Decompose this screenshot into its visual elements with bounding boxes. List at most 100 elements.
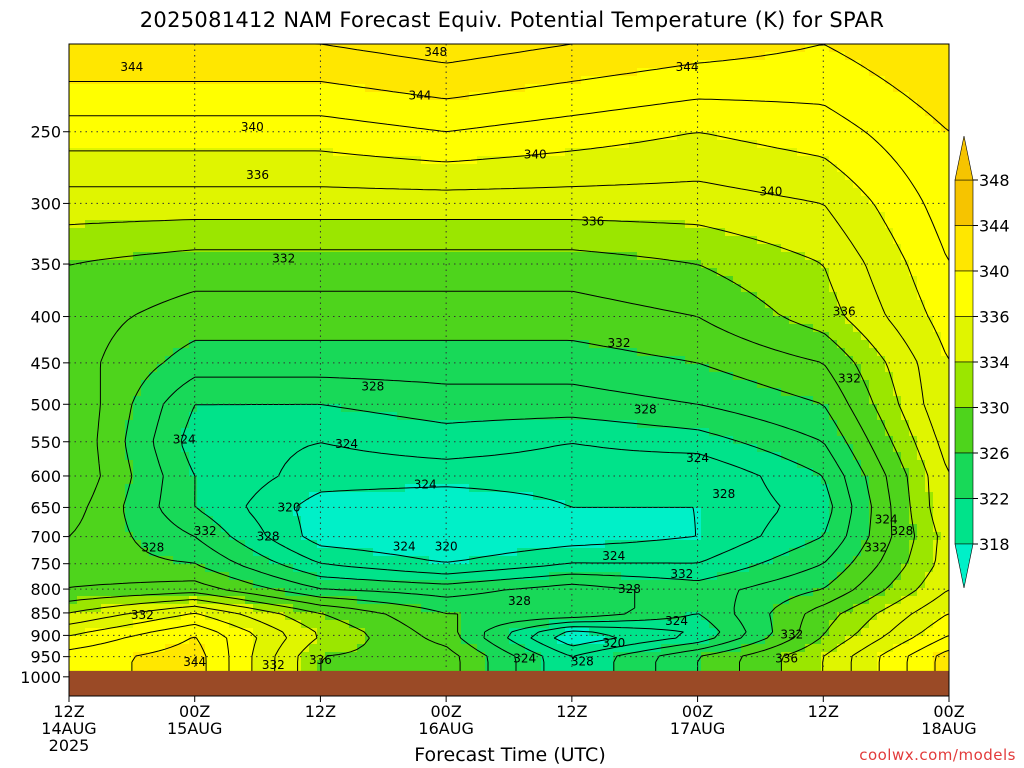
field-cell — [549, 84, 558, 93]
field-cell — [869, 188, 878, 197]
field-cell — [469, 100, 478, 109]
field-cell — [429, 356, 438, 365]
field-cell — [933, 348, 942, 357]
field-cell — [893, 116, 902, 125]
field-cell — [173, 68, 182, 77]
field-cell — [341, 76, 350, 85]
field-cell — [653, 228, 662, 237]
field-cell — [773, 300, 782, 309]
field-cell — [901, 292, 910, 301]
field-cell — [869, 268, 878, 277]
field-cell — [837, 268, 846, 277]
field-cell — [341, 84, 350, 93]
field-cell — [549, 252, 558, 261]
field-cell — [741, 68, 750, 77]
field-cell — [213, 244, 222, 253]
field-cell — [269, 388, 278, 397]
field-cell — [645, 220, 654, 229]
field-cell — [205, 228, 214, 237]
field-cell — [589, 68, 598, 77]
field-cell — [261, 116, 270, 125]
field-cell — [453, 292, 462, 301]
field-cell — [853, 308, 862, 317]
field-cell — [709, 300, 718, 309]
field-cell — [701, 388, 710, 397]
field-cell — [573, 68, 582, 77]
field-cell — [661, 356, 670, 365]
field-cell — [157, 244, 166, 253]
field-cell — [141, 236, 150, 245]
field-cell — [741, 356, 750, 365]
field-cell — [389, 148, 398, 157]
field-cell — [541, 300, 550, 309]
field-cell — [861, 164, 870, 173]
field-cell — [189, 364, 198, 373]
field-cell — [429, 100, 438, 109]
field-cell — [189, 228, 198, 237]
field-cell — [413, 356, 422, 365]
field-cell — [501, 276, 510, 285]
field-cell — [605, 148, 614, 157]
field-cell — [789, 100, 798, 109]
field-cell — [661, 124, 670, 133]
field-cell — [485, 196, 494, 205]
field-cell — [845, 220, 854, 229]
field-cell — [685, 68, 694, 77]
field-cell — [117, 404, 126, 413]
field-cell — [549, 52, 558, 61]
field-cell — [717, 372, 726, 381]
field-cell — [117, 236, 126, 245]
field-cell — [117, 380, 126, 389]
field-cell — [765, 220, 774, 229]
field-cell — [437, 220, 446, 229]
field-cell — [469, 292, 478, 301]
field-cell — [429, 212, 438, 221]
field-cell — [573, 132, 582, 141]
field-cell — [397, 164, 406, 173]
field-cell — [557, 284, 566, 293]
field-cell — [349, 284, 358, 293]
field-cell — [477, 204, 486, 213]
field-cell — [173, 372, 182, 381]
field-cell — [477, 308, 486, 317]
field-cell — [717, 300, 726, 309]
field-cell — [357, 380, 366, 389]
field-cell — [805, 188, 814, 197]
field-cell — [525, 300, 534, 309]
field-cell — [869, 348, 878, 357]
field-cell — [341, 220, 350, 229]
field-cell — [765, 388, 774, 397]
field-cell — [157, 172, 166, 181]
field-cell — [341, 132, 350, 141]
field-cell — [669, 284, 678, 293]
field-cell — [221, 340, 230, 349]
field-cell — [205, 236, 214, 245]
field-cell — [725, 76, 734, 85]
field-cell — [589, 356, 598, 365]
field-cell — [701, 284, 710, 293]
field-cell — [477, 388, 486, 397]
field-cell — [469, 276, 478, 285]
field-cell — [749, 316, 758, 325]
field-cell — [933, 44, 942, 53]
field-cell — [677, 164, 686, 173]
field-cell — [69, 44, 78, 53]
field-cell — [221, 332, 230, 341]
field-cell — [909, 252, 918, 261]
field-cell — [149, 212, 158, 221]
field-cell — [869, 396, 878, 405]
field-cell — [285, 164, 294, 173]
field-cell — [469, 108, 478, 117]
field-cell — [253, 100, 262, 109]
field-cell — [885, 204, 894, 213]
field-cell — [133, 364, 142, 373]
field-cell — [125, 380, 134, 389]
field-cell — [341, 60, 350, 69]
field-cell — [901, 388, 910, 397]
field-cell — [365, 356, 374, 365]
field-cell — [437, 108, 446, 117]
field-cell — [541, 60, 550, 69]
field-cell — [685, 132, 694, 141]
field-cell — [589, 212, 598, 221]
field-cell — [189, 140, 198, 149]
